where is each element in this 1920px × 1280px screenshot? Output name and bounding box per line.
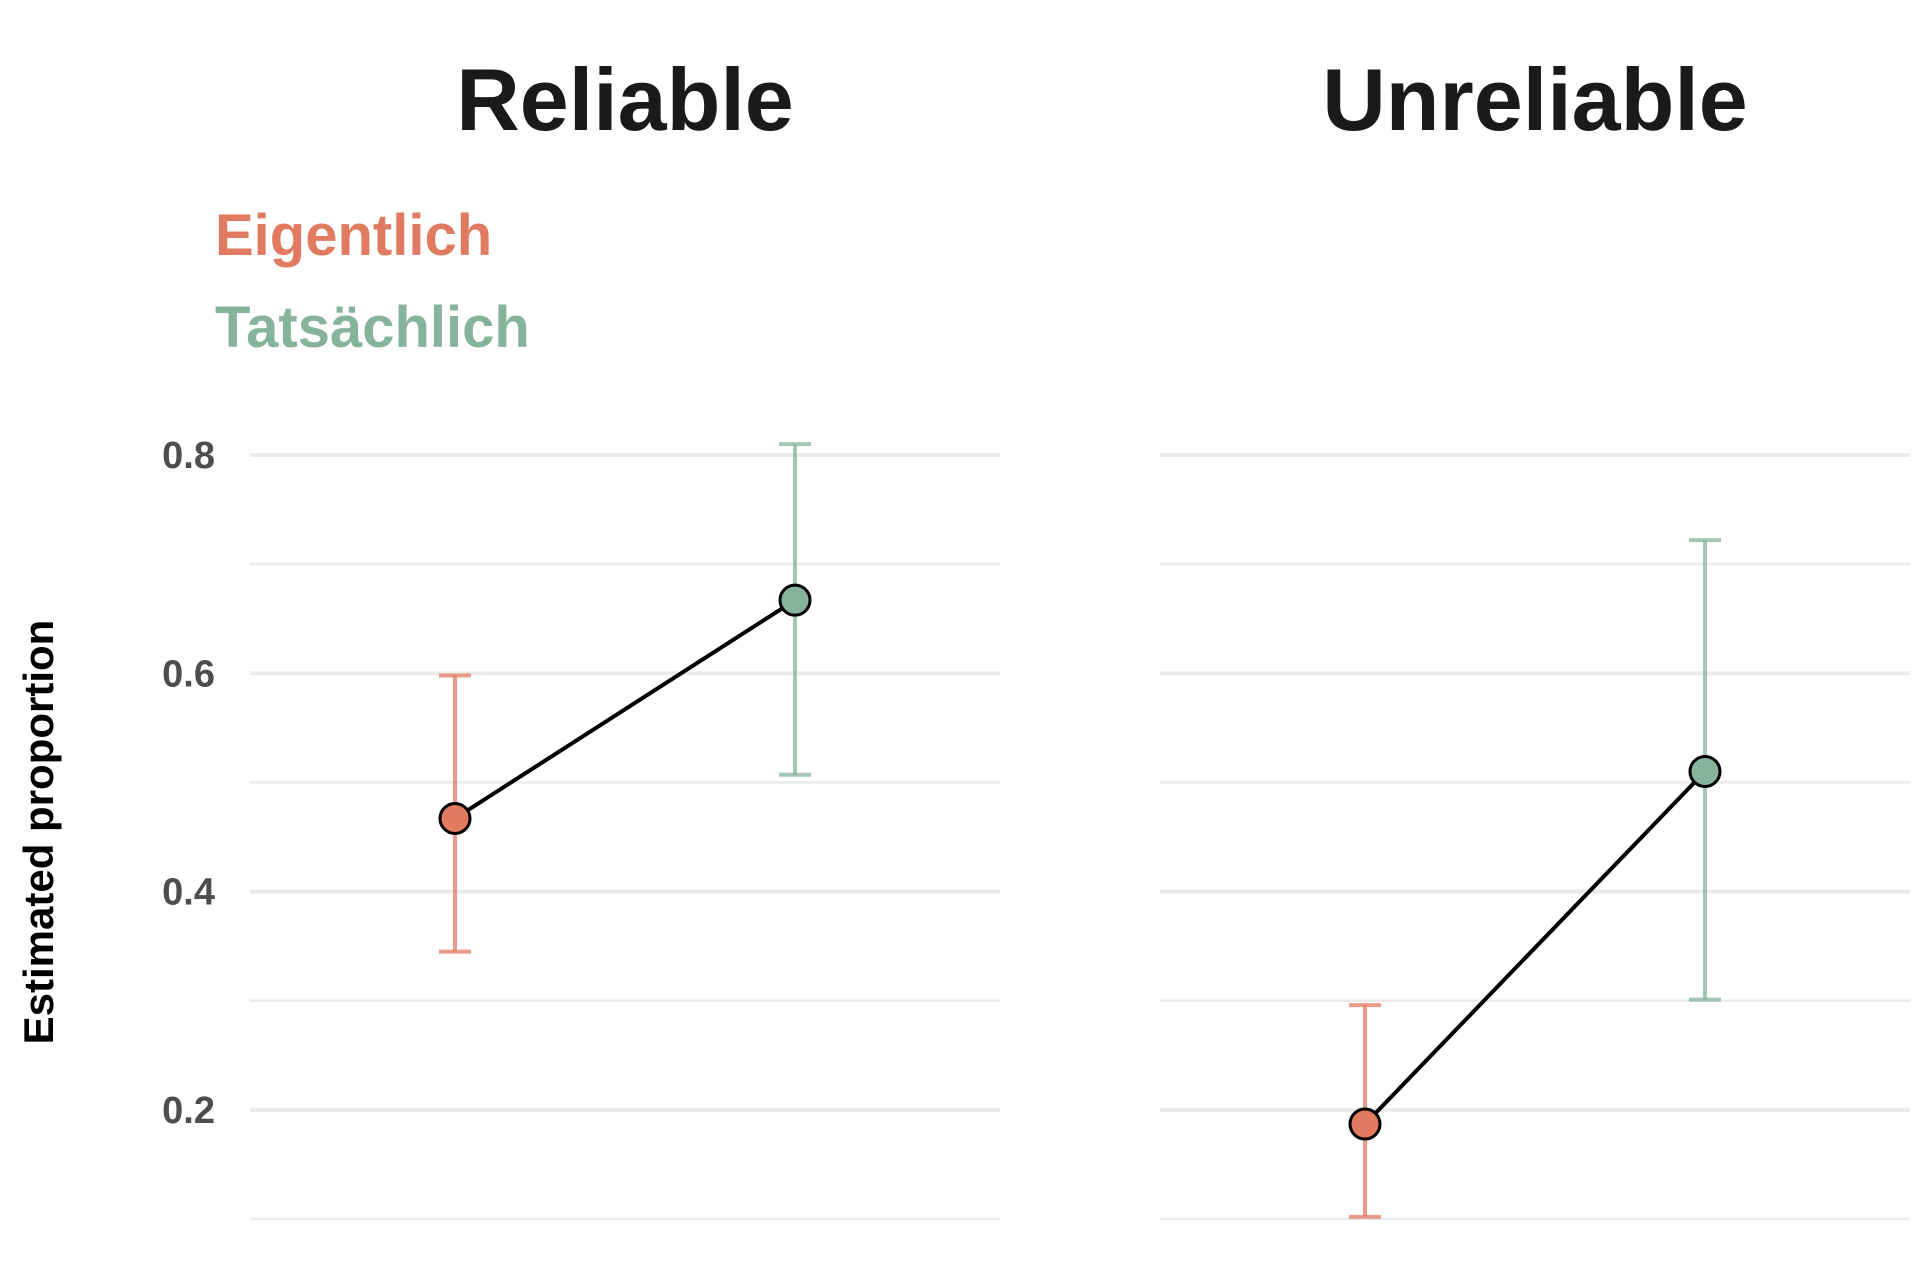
y-tick-label: 0.2 — [162, 1090, 215, 1132]
point-layer — [438, 583, 1722, 1141]
y-tick-label: 0.8 — [162, 435, 215, 477]
text-layer: Reliable Unreliable Eigentlich Tatsächli… — [15, 50, 1748, 1132]
panel-title-reliable: Reliable — [456, 50, 793, 149]
grid-layer — [250, 453, 1910, 1221]
legend-entry-tatsachlich: Tatsächlich — [215, 295, 530, 360]
y-tick-label: 0.4 — [162, 872, 215, 914]
line-layer — [453, 598, 1707, 1126]
data-point — [778, 583, 812, 617]
connector-line — [453, 598, 797, 821]
data-point — [438, 801, 472, 835]
legend-entry-eigentlich: Eigentlich — [215, 203, 492, 268]
connector-line — [1363, 770, 1707, 1126]
errorbar-layer — [439, 442, 1721, 1219]
y-axis-title: Estimated proportion — [15, 620, 62, 1045]
data-point — [1688, 755, 1722, 789]
data-point — [1348, 1107, 1382, 1141]
y-tick-label: 0.6 — [162, 653, 215, 695]
panel-title-unreliable: Unreliable — [1322, 50, 1747, 149]
